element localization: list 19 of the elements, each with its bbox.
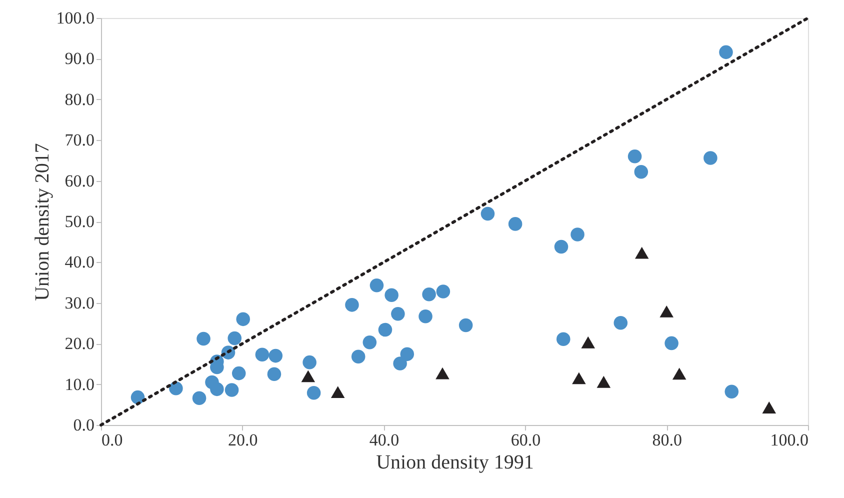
x-tick-label: 60.0	[510, 430, 541, 450]
y-tick-label: 10.0	[64, 374, 94, 394]
x-tick-label: 40.0	[369, 430, 400, 450]
y-tick-label: 30.0	[64, 293, 94, 312]
y-tick-label: 80.0	[64, 90, 94, 109]
y-tick-label: 40.0	[64, 252, 94, 272]
y-tick-label: 50.0	[64, 212, 94, 231]
x-tick-label: 20.0	[228, 430, 258, 450]
y-tick-label: 90.0	[64, 49, 94, 68]
x-axis-title: Union density 1991	[376, 452, 534, 474]
y-axis-title: Union density 2017	[31, 143, 54, 301]
y-tick-label: 60.0	[64, 171, 94, 190]
y-tick-label: 70.0	[64, 130, 94, 150]
y-tick-label: 20.0	[64, 334, 94, 354]
y-tick-label: 100.0	[56, 8, 94, 28]
y-tick-label: 0.0	[73, 416, 94, 434]
x-tick-label: 0.0	[102, 430, 123, 450]
x-tick-label: 100.0	[770, 430, 808, 450]
x-tick-label: 80.0	[652, 430, 682, 450]
